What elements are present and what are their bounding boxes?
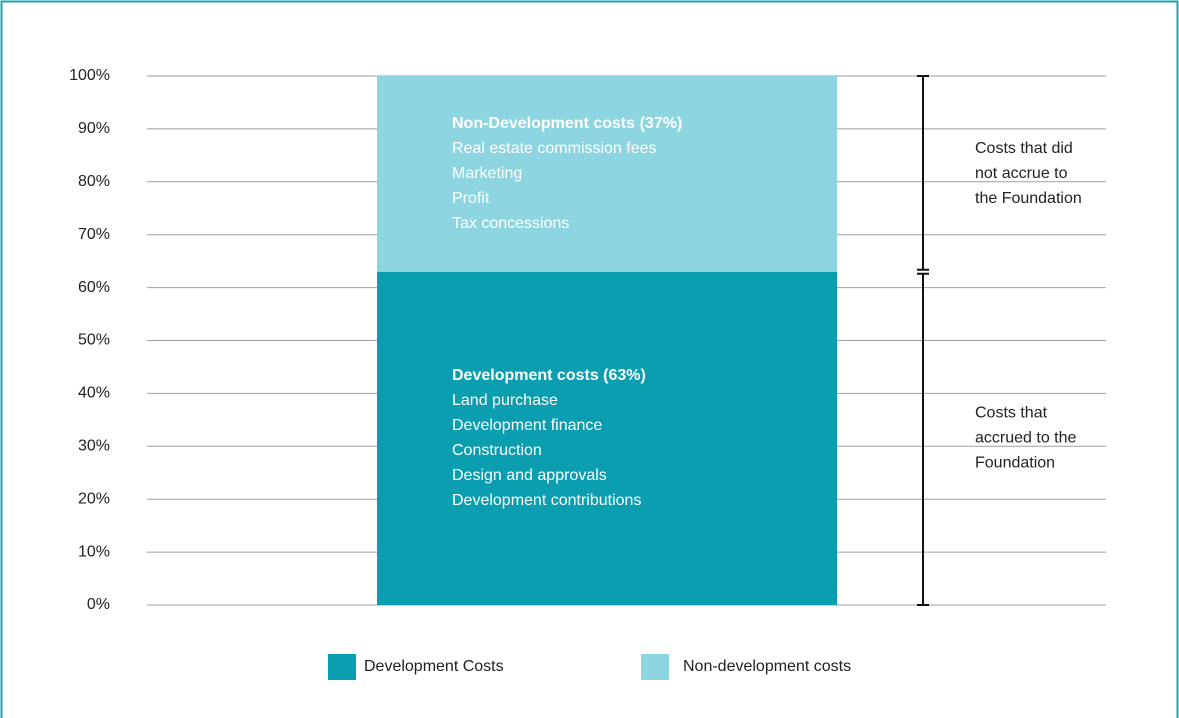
y-tick-label: 20% bbox=[78, 490, 110, 507]
y-tick-label: 60% bbox=[78, 279, 110, 296]
annotation-line: Development contributions bbox=[452, 492, 641, 509]
y-tick-label: 100% bbox=[69, 67, 110, 84]
legend-label: Non-development costs bbox=[683, 658, 851, 675]
bracket-label: not accrue to bbox=[975, 165, 1068, 182]
bracket bbox=[917, 272, 929, 606]
y-tick-label: 10% bbox=[78, 543, 110, 560]
bracket-label: Costs that bbox=[975, 405, 1048, 422]
y-tick-label: 80% bbox=[78, 173, 110, 190]
annotation-line: Development finance bbox=[452, 417, 602, 434]
bar-segment bbox=[377, 271, 837, 605]
annotation-line: Marketing bbox=[452, 165, 522, 182]
bracket-label: accrued to the bbox=[975, 430, 1077, 447]
bar-segment bbox=[377, 76, 837, 272]
annotation-line: Profit bbox=[452, 190, 490, 207]
legend-label: Development Costs bbox=[364, 658, 504, 675]
y-tick-label: 40% bbox=[78, 385, 110, 402]
y-tick-label: 30% bbox=[78, 438, 110, 455]
legend-swatch bbox=[641, 654, 669, 680]
bracket bbox=[917, 75, 929, 271]
annotation-line: Design and approvals bbox=[452, 467, 607, 484]
annotation-line: Construction bbox=[452, 442, 542, 459]
y-tick-label: 70% bbox=[78, 226, 110, 243]
y-tick-label: 0% bbox=[87, 596, 110, 613]
annotation-title: Non-Development costs (37%) bbox=[452, 115, 682, 132]
annotation-line: Land purchase bbox=[452, 392, 558, 409]
y-tick-label: 90% bbox=[78, 120, 110, 137]
annotation-line: Real estate commission fees bbox=[452, 140, 657, 157]
legend-swatch bbox=[328, 654, 356, 680]
y-tick-label: 50% bbox=[78, 332, 110, 349]
annotation-title: Development costs (63%) bbox=[452, 367, 646, 384]
bracket-label: the Foundation bbox=[975, 190, 1082, 207]
annotation-line: Tax concessions bbox=[452, 215, 569, 232]
bracket-label: Costs that did bbox=[975, 140, 1073, 157]
bracket-label: Foundation bbox=[975, 455, 1055, 472]
